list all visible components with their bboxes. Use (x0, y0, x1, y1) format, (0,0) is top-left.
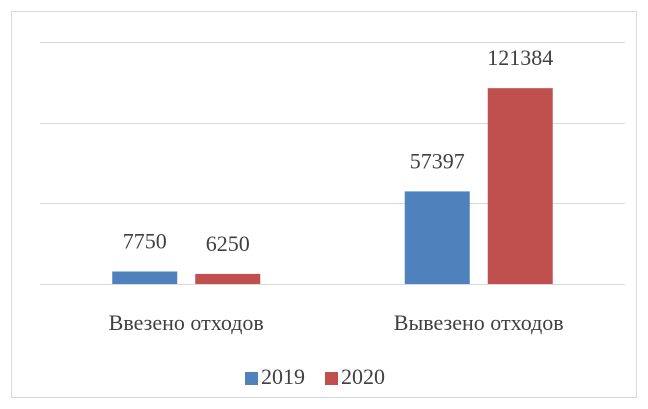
data-label: 121384 (487, 45, 553, 70)
legend-swatch (325, 372, 338, 385)
bar (112, 271, 178, 284)
data-label: 7750 (123, 229, 167, 254)
bar (195, 273, 261, 284)
bar (404, 191, 470, 284)
legend-swatch (245, 372, 258, 385)
legend-label: 2019 (261, 364, 305, 389)
x-tick-label: Ввезено отходов (109, 310, 264, 335)
bar (487, 88, 553, 284)
data-label: 6250 (206, 231, 250, 256)
legend-label: 2020 (341, 364, 385, 389)
data-label: 57397 (410, 148, 465, 173)
x-tick-label: Вывезено отходов (394, 310, 564, 335)
